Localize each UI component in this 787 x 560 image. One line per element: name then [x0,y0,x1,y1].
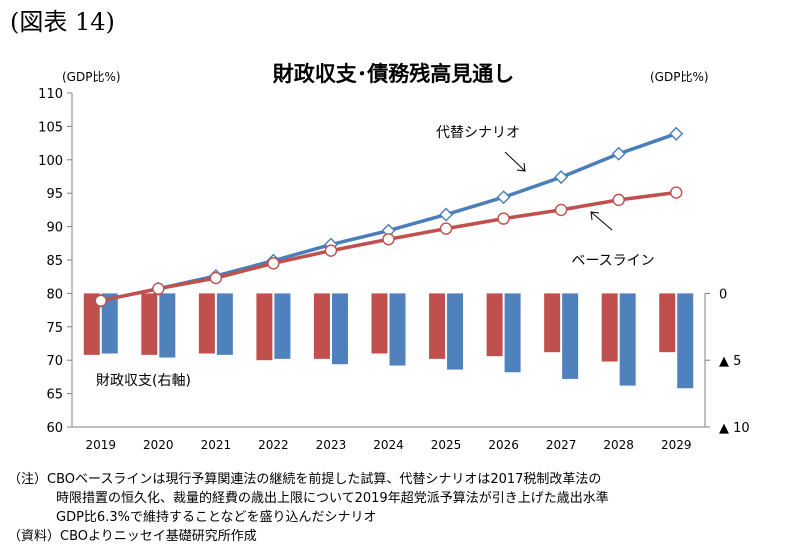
x-tick-label: 2027 [546,438,577,452]
point-alternative [611,146,626,161]
bar-alternative [562,293,579,379]
point-baseline [267,257,280,270]
bar-baseline [429,293,446,359]
left-tick-label: 105 [38,120,63,135]
figure-label: (図表 14) [10,8,115,36]
right-tick-label: ▲ 5 [719,354,741,369]
x-tick-label: 2019 [85,438,116,452]
point-baseline [324,244,338,257]
point-baseline [209,271,223,285]
point-baseline [94,294,107,307]
bar-baseline [544,293,561,353]
left-tick-label: 100 [38,154,63,169]
line-alternative [100,132,677,303]
point-alternative [554,170,569,185]
annotation-arrowhead [590,211,600,221]
bar-baseline [83,293,100,355]
point-baseline [554,203,568,217]
bar-baseline [601,293,618,362]
chart-title: 財政収支･債務残高見通し [272,62,515,86]
x-tick-label: 2028 [603,438,634,452]
note-line: GDP比6.3%で維持することなどを盛り込んだシナリオ [56,510,377,525]
right-tick-label: ▲ 10 [719,421,750,436]
left-tick-label: 90 [46,221,63,236]
point-alternative [669,126,684,141]
source-line: （資料）CBOよりニッセイ基礎研究所作成 [8,529,257,544]
bar-alternative [619,293,636,386]
notes: （注）CBOベースラインは現行予算関連法の継続を前提した試算、代替シナリオは20… [8,470,609,546]
left-tick-label: 70 [46,354,63,369]
annotation-alternative: 代替シナリオ [436,125,520,141]
bar-baseline [659,293,676,353]
right-axis-unit: (GDP比%) [650,70,709,84]
bar-baseline [486,293,503,357]
x-tick-label: 2023 [316,438,347,452]
left-tick-label: 65 [46,388,63,403]
bar-alternative [389,293,406,366]
left-tick-label: 80 [46,287,63,302]
point-baseline [670,186,683,199]
left-tick-label: 95 [46,187,63,202]
x-tick-label: 2029 [661,438,692,452]
left-tick-label: 85 [46,254,63,269]
note-line: （注）CBOベースラインは現行予算関連法の継続を前提した試算、代替シナリオは20… [8,472,602,487]
point-baseline [439,222,453,235]
x-tick-label: 2022 [258,438,289,452]
bar-alternative [216,293,233,355]
annotation-baseline: ベースライン [571,253,654,269]
note-line: 時限措置の恒久化、裁量的経費の歳出上限について2019年超党派予算法が引き上げた… [56,491,609,506]
point-alternative [439,207,454,222]
bar-baseline [371,293,388,354]
annotation-arrowhead [516,162,526,172]
debt-balance-chart: 60 65 70 75 80 85 90 95 100 105 110 0 ▲ 5 ▲ 10 2019 202… [38,87,750,452]
left-tick-label: 110 [38,87,63,102]
line-baseline [100,190,677,303]
bar-alternative [274,293,291,359]
point-alternative [496,190,511,205]
x-tick-label: 2020 [143,438,174,452]
x-tick-label: 2021 [201,438,232,452]
annotation-arrow [590,211,613,231]
bar-alternative [331,293,348,365]
bar-alternative [504,293,521,373]
left-tick-label: 75 [46,321,63,336]
bar-baseline [256,293,273,361]
x-tick-label: 2026 [488,438,519,452]
point-baseline [612,193,625,207]
point-baseline [382,233,395,246]
bar-alternative [677,293,694,389]
bar-alternative [159,293,176,358]
bar-baseline [313,293,330,359]
x-tick-label: 2025 [431,438,462,452]
point-baseline [152,282,165,295]
bar-alternative [101,293,118,354]
point-baseline [497,212,510,225]
left-tick-label: 60 [46,421,63,436]
bar-alternative [447,293,464,370]
annotation-arrow [504,151,526,172]
bar-baseline [141,293,158,355]
right-tick-label: 0 [719,287,727,302]
bar-baseline [198,293,215,354]
x-tick-label: 2024 [373,438,404,452]
bar-group-label: 財政収支(右軸) [96,373,191,389]
left-axis-unit: (GDP比%) [62,70,121,84]
